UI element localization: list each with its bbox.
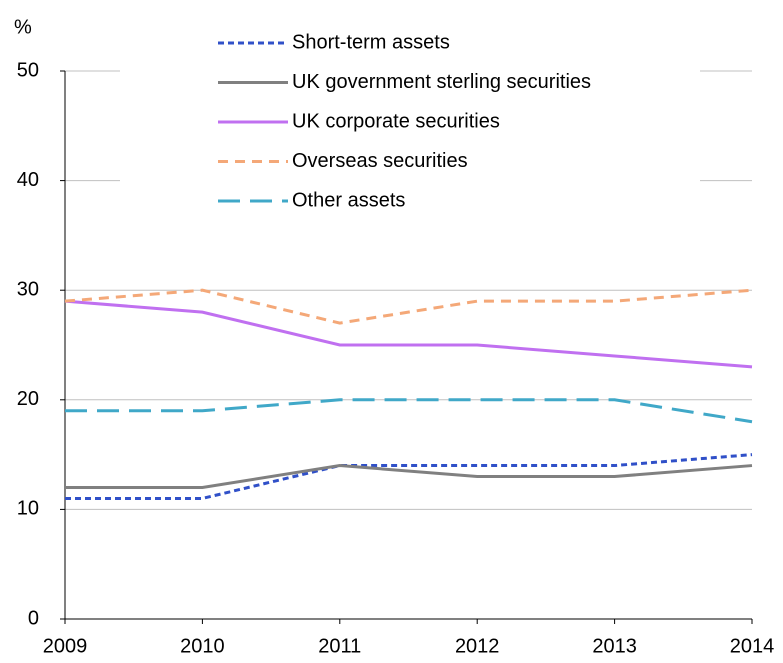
x-tick-label: 2009 [43,635,88,657]
y-tick-label: 10 [17,498,39,520]
legend-label: Short-term assets [292,31,450,53]
series-line [64,299,753,369]
x-tick-label: 2013 [592,635,637,657]
legend-label: Other assets [292,189,405,211]
y-axis-label: % [14,16,32,38]
legend-label: UK corporate securities [292,110,500,132]
x-tick-label: 2010 [180,635,225,657]
x-tick-label: 2014 [730,635,775,657]
y-tick-label: 40 [17,169,39,191]
y-tick-label: 0 [28,607,39,629]
series-line [65,464,753,489]
y-tick-label: 30 [17,278,39,300]
x-tick-label: 2011 [318,635,361,657]
series-line [64,288,753,325]
legend-label: Overseas securities [292,150,468,172]
legend-background [120,25,700,220]
y-tick-label: 20 [17,388,39,410]
legend-label: UK government sterling securities [292,71,591,93]
series-line [65,453,753,500]
series-line [65,398,753,424]
x-tick-label: 2012 [455,635,500,657]
y-tick-label: 50 [17,59,39,81]
